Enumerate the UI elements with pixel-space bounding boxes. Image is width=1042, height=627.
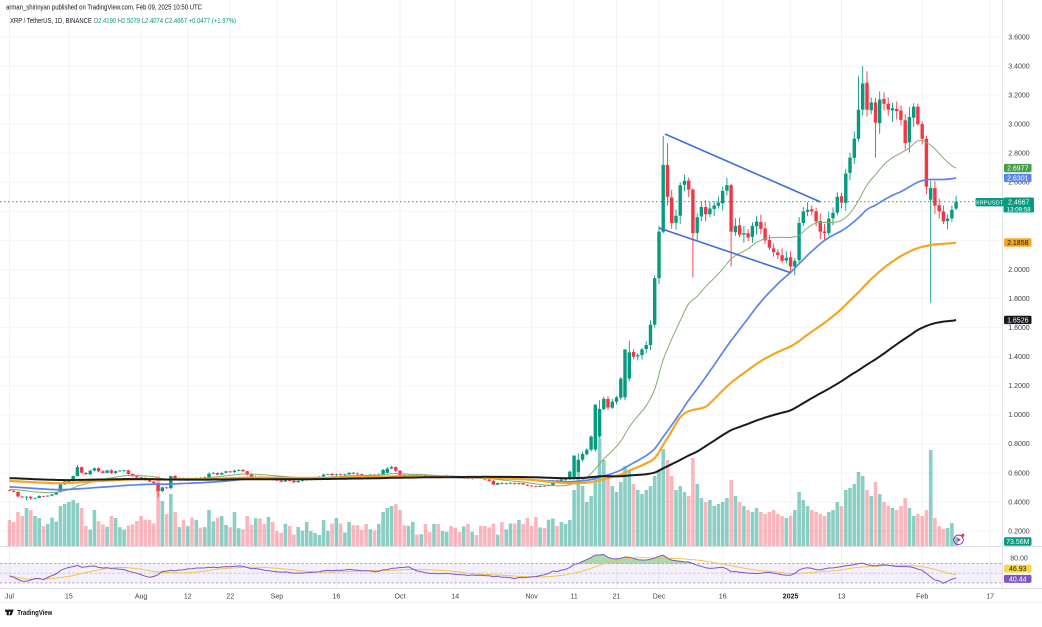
svg-text:15: 15: [65, 594, 73, 601]
svg-text:Feb: Feb: [916, 594, 928, 601]
svg-text:1.6000: 1.6000: [1008, 325, 1030, 332]
svg-text:1.2000: 1.2000: [1008, 383, 1030, 390]
svg-text:11: 11: [570, 594, 577, 601]
svg-text:46.93: 46.93: [1009, 566, 1027, 573]
svg-text:1.6526: 1.6526: [1007, 317, 1029, 324]
svg-text:2.1858: 2.1858: [1007, 240, 1029, 247]
svg-text:16: 16: [333, 594, 341, 601]
svg-text:21: 21: [613, 594, 621, 601]
svg-text:3.0000: 3.0000: [1008, 122, 1030, 129]
svg-text:1.0000: 1.0000: [1008, 412, 1030, 419]
svg-text:2.6301: 2.6301: [1007, 175, 1029, 182]
svg-text:arman_shirinyan published on T: arman_shirinyan published on TradingView…: [6, 3, 202, 12]
svg-text:2.6000: 2.6000: [1008, 180, 1030, 187]
svg-text:TradingView: TradingView: [17, 608, 52, 617]
svg-text:1.8000: 1.8000: [1008, 296, 1030, 303]
svg-text:Aug: Aug: [135, 594, 148, 601]
svg-text:3.6000: 3.6000: [1008, 34, 1030, 41]
svg-text:13:09:58: 13:09:58: [1007, 206, 1032, 213]
svg-text:Nov: Nov: [525, 594, 538, 601]
svg-text:Dec: Dec: [653, 594, 666, 601]
svg-text:0.8000: 0.8000: [1008, 441, 1030, 448]
svg-text:80.00: 80.00: [1010, 555, 1028, 562]
svg-text:3.4000: 3.4000: [1008, 64, 1030, 71]
svg-text:Oct: Oct: [395, 594, 406, 601]
svg-text:73.56M: 73.56M: [1006, 539, 1030, 546]
svg-text:Sep: Sep: [271, 594, 284, 601]
svg-text:40.44: 40.44: [1009, 576, 1027, 583]
svg-text:2.4667: 2.4667: [1008, 199, 1030, 206]
svg-text:Jul: Jul: [5, 594, 14, 601]
svg-text:XRP / TetherUS, 1D, BINANCE O2: XRP / TetherUS, 1D, BINANCE O2.4190 H2.5…: [10, 16, 236, 25]
svg-text:12: 12: [184, 594, 192, 601]
svg-text:2.6977: 2.6977: [1007, 166, 1029, 173]
svg-text:0.6000: 0.6000: [1008, 470, 1030, 477]
svg-text:1.4000: 1.4000: [1008, 354, 1030, 361]
svg-text:0.4000: 0.4000: [1008, 499, 1030, 506]
svg-text:2.0000: 2.0000: [1008, 267, 1030, 274]
svg-text:22: 22: [226, 594, 234, 601]
svg-text:2.8000: 2.8000: [1008, 151, 1030, 158]
svg-text:13: 13: [838, 594, 846, 601]
svg-text:3.2000: 3.2000: [1008, 93, 1030, 100]
svg-text:14: 14: [451, 594, 459, 601]
svg-text:2025: 2025: [783, 594, 799, 601]
svg-text:17: 17: [986, 594, 994, 601]
svg-text:0.2000: 0.2000: [1008, 528, 1030, 535]
svg-text:XRPUSDT: XRPUSDT: [976, 200, 1004, 206]
svg-text:16: 16: [719, 594, 727, 601]
